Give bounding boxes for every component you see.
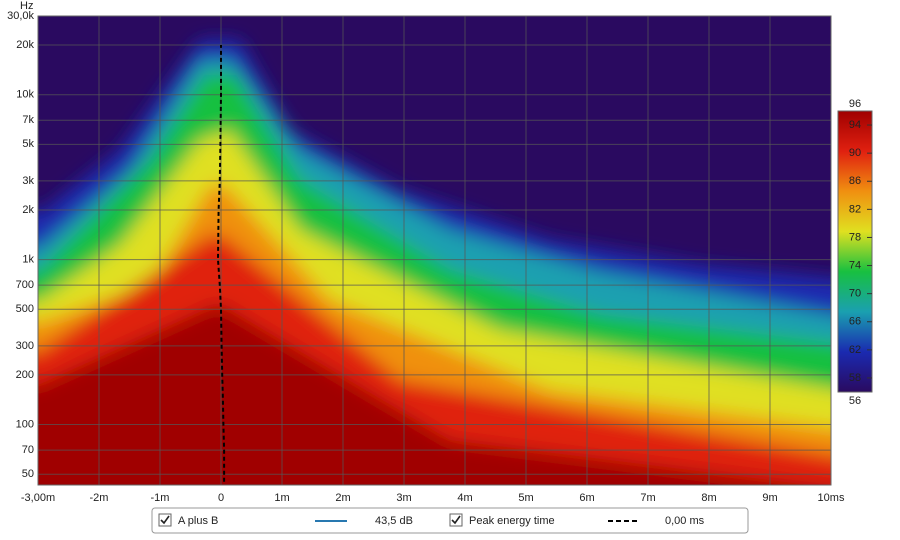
y-tick-label: 100 bbox=[16, 418, 34, 430]
colorbar-scale bbox=[837, 110, 873, 393]
y-tick-label: 70 bbox=[22, 444, 34, 456]
y-tick-label: 50 bbox=[22, 468, 34, 480]
y-tick-label: 7k bbox=[22, 114, 34, 126]
colorbar-tick-label: 86 bbox=[849, 175, 861, 187]
x-tick-label: 10ms bbox=[818, 492, 845, 504]
y-tick-label: 300 bbox=[16, 340, 34, 352]
x-tick-label: -3,00m bbox=[21, 492, 55, 504]
y-tick-label: 700 bbox=[16, 279, 34, 291]
y-tick-label: 500 bbox=[16, 303, 34, 315]
y-tick-label: 10k bbox=[16, 89, 34, 101]
legend-value: 43,5 dB bbox=[375, 515, 413, 527]
x-tick-label: 7m bbox=[640, 492, 655, 504]
check-mark bbox=[160, 515, 170, 525]
colorbar-tick-label: 70 bbox=[849, 288, 861, 300]
y-tick-label: 20k bbox=[16, 39, 34, 51]
legend-value: 0,00 ms bbox=[665, 515, 705, 527]
plot-frame bbox=[37, 15, 832, 486]
colorbar-tick-label: 74 bbox=[849, 259, 861, 271]
legend-checkbox[interactable] bbox=[158, 513, 172, 527]
check-mark bbox=[451, 515, 461, 525]
y-tick-label: 30,0k bbox=[7, 10, 34, 22]
colorbar-tick-label: 66 bbox=[849, 316, 861, 328]
colorbar-tick-label: 56 bbox=[849, 395, 861, 407]
x-tick-label: 5m bbox=[518, 492, 533, 504]
peak-energy-line bbox=[216, 45, 226, 482]
y-tick-label: 3k bbox=[22, 175, 34, 187]
x-tick-label: 3m bbox=[396, 492, 411, 504]
y-tick-label: 200 bbox=[16, 369, 34, 381]
x-tick-label: 6m bbox=[579, 492, 594, 504]
colorbar-tick-label: 78 bbox=[849, 231, 861, 243]
y-tick-label: 5k bbox=[22, 138, 34, 150]
x-tick-label: -1m bbox=[151, 492, 170, 504]
x-tick-label: 4m bbox=[457, 492, 472, 504]
x-tick-label: 0 bbox=[218, 492, 224, 504]
colorbar: 56 58 62 66 70 74 78 82 86 90 94 96 bbox=[837, 98, 873, 407]
x-tick-label: 1m bbox=[274, 492, 289, 504]
colorbar-tick-label: 94 bbox=[849, 119, 861, 131]
legend-checkbox[interactable] bbox=[449, 513, 463, 527]
legend-label: A plus B bbox=[178, 515, 218, 527]
colorbar-tick-label: 82 bbox=[849, 203, 861, 215]
colorbar-tick-label: 90 bbox=[849, 147, 861, 159]
legend: A plus B 43,5 dB Peak energy time 0,00 ms bbox=[178, 515, 705, 527]
y-tick-label: 1k bbox=[22, 254, 34, 266]
x-tick-label: 2m bbox=[335, 492, 350, 504]
colorbar-tick-label: 58 bbox=[849, 372, 861, 384]
x-tick-label: 9m bbox=[762, 492, 777, 504]
colorbar-tick-label: 62 bbox=[849, 344, 861, 356]
x-tick-label: 8m bbox=[701, 492, 716, 504]
y-axis-label: Hz bbox=[20, 0, 33, 12]
x-tick-label: -2m bbox=[90, 492, 109, 504]
y-tick-label: 2k bbox=[22, 204, 34, 216]
heatmap bbox=[38, 16, 831, 485]
colorbar-tick-label: 96 bbox=[849, 98, 861, 110]
legend-label: Peak energy time bbox=[469, 515, 555, 527]
